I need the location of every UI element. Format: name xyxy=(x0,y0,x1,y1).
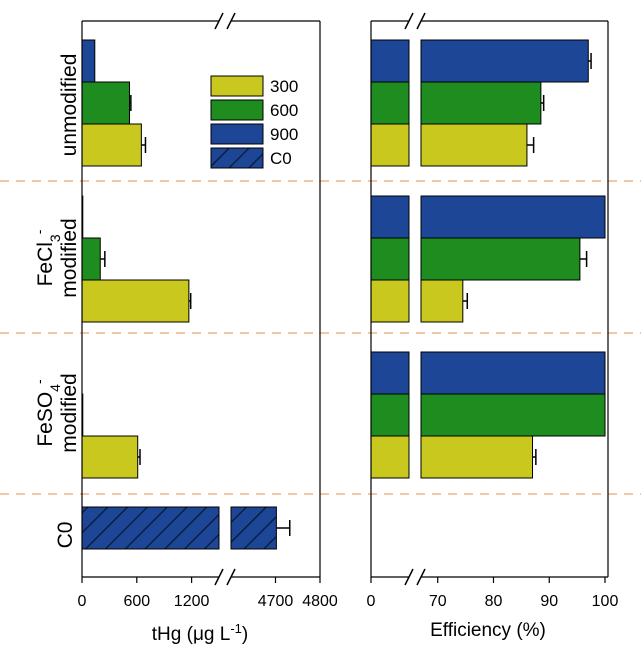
bar-unmodified-600-part1 xyxy=(370,81,410,125)
bar-unmodified-300 xyxy=(81,123,142,167)
bar-feso4-900-part2 xyxy=(420,351,606,395)
legend-swatch-600 xyxy=(210,99,264,121)
axis-breaks xyxy=(214,12,426,586)
legend-label-600: 600 xyxy=(270,101,298,120)
tick-label-thg: 4800 xyxy=(302,593,338,610)
group-label-feso4: FeSO4- xyxy=(31,379,63,447)
bar-unmodified-600-part2 xyxy=(420,81,542,125)
axis-break-mark xyxy=(226,568,236,586)
tick-label-efficiency: 100 xyxy=(592,593,619,610)
axis-break-mark xyxy=(214,12,224,30)
bar-feso4-600-part2 xyxy=(420,393,606,437)
bar-unmodified-900 xyxy=(81,39,96,83)
bar-c0-C0-part1 xyxy=(81,506,220,550)
axis-break-mark xyxy=(404,568,414,586)
bar-fecl3-300 xyxy=(81,279,190,323)
tick-label-efficiency: 80 xyxy=(485,593,503,610)
bar-feso4-300-part2 xyxy=(420,435,534,479)
legend-swatch-300 xyxy=(210,75,264,97)
legend-swatch-900 xyxy=(210,123,264,145)
group-label-unmodified: unmodified xyxy=(58,54,81,157)
bar-fecl3-600-part1 xyxy=(370,237,410,281)
axis-break-mark xyxy=(416,568,426,586)
axis-break-mark xyxy=(214,568,224,586)
tick-label-efficiency: 90 xyxy=(540,593,558,610)
tick-marks xyxy=(81,577,606,583)
tick-label-thg: 0 xyxy=(78,593,87,610)
group-label-feso4-line2: modified xyxy=(58,373,81,452)
bar-unmodified-900-part1 xyxy=(370,39,410,83)
axis-break-mark xyxy=(226,12,236,30)
bar-unmodified-300-part1 xyxy=(370,123,410,167)
tick-labels: 0 600 1200 4700 4800 0 70 80 90 100 xyxy=(78,593,619,610)
tick-label-efficiency: 0 xyxy=(367,593,376,610)
bar-fecl3-300-part2 xyxy=(420,279,464,323)
group-label-c0: C0 xyxy=(54,522,77,549)
bar-fecl3-900-part2 xyxy=(420,195,606,239)
group-label-fecl3: FeCl3- xyxy=(31,229,63,286)
bar-c0-C0-part2 xyxy=(230,506,277,550)
bar-unmodified-600 xyxy=(81,81,130,125)
legend-label-c0: C0 xyxy=(270,149,292,168)
bar-feso4-300 xyxy=(81,435,139,479)
bar-feso4-900-part1 xyxy=(370,351,410,395)
tick-label-thg: 600 xyxy=(123,593,150,610)
bar-fecl3-600 xyxy=(81,237,101,281)
bar-fecl3-600-part2 xyxy=(420,237,581,281)
axis-break-mark xyxy=(416,12,426,30)
legend-swatch-c0 xyxy=(210,147,264,169)
bar-feso4-300-part1 xyxy=(370,435,410,479)
bar-fecl3-300-part1 xyxy=(370,279,410,323)
x-axis-title-efficiency: Efficiency (%) xyxy=(430,620,546,641)
tick-label-thg: 4700 xyxy=(258,593,294,610)
legend-label-900: 900 xyxy=(270,125,298,144)
bar-unmodified-900-part2 xyxy=(420,39,589,83)
panel-frames xyxy=(81,20,609,578)
group-label-fecl3-line2: modified xyxy=(58,218,81,297)
axis-break-mark xyxy=(404,12,414,30)
bar-fecl3-900-part1 xyxy=(370,195,410,239)
legend-label-300: 300 xyxy=(270,77,298,96)
bar-feso4-600-part1 xyxy=(370,393,410,437)
error-bars-layer xyxy=(100,53,592,536)
bar-unmodified-300-part2 xyxy=(420,123,528,167)
legend: 300 600 900 C0 xyxy=(210,75,298,169)
x-axis-title-thg: tHg (μg L-1) xyxy=(152,621,248,646)
tick-label-efficiency: 70 xyxy=(429,593,447,610)
tick-label-thg: 1200 xyxy=(174,593,210,610)
bars-layer xyxy=(81,39,606,550)
